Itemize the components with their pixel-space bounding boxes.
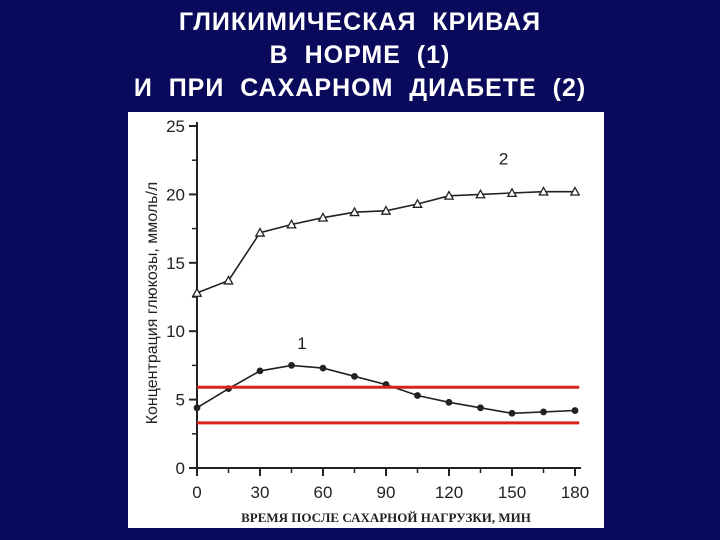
- y-tick-label: 0: [176, 459, 185, 478]
- x-axis-label: ВРЕМЯ ПОСЛЕ САХАРНОЙ НАГРУЗКИ, МИН: [241, 510, 531, 525]
- title-line-1: ГЛИКИМИЧЕСКАЯ КРИВАЯ: [178, 8, 542, 36]
- series-1-point: [288, 362, 295, 369]
- y-tick-label: 20: [166, 185, 185, 204]
- series-2-point: [443, 190, 455, 200]
- x-tick-label: 30: [251, 483, 270, 502]
- x-tick-label: 120: [435, 483, 463, 502]
- series-2-point: [538, 186, 549, 196]
- series-label-2: 2: [499, 149, 508, 168]
- series-2-point: [475, 188, 486, 199]
- series-1-point: [540, 408, 547, 416]
- y-axis-label: Концентрация глюкозы, ммоль/л: [144, 182, 161, 425]
- y-tick-label: 10: [166, 322, 185, 341]
- glycemic-curve-chart: 0 5 10 15 20 25 0 30 60 90 120 150 180 ВРЕМЯ ПОСЛЕ СА…: [144, 117, 589, 525]
- x-tick-label: 0: [192, 483, 201, 502]
- series-1-point: [445, 398, 453, 406]
- series-1-point: [414, 392, 421, 399]
- slide-title: ГЛИКИМИЧЕСКАЯ КРИВАЯ В НОРМЕ (1) И ПРИ С…: [0, 6, 720, 105]
- x-tick-label: 60: [314, 483, 333, 502]
- series-1-line: [196, 364, 576, 415]
- x-tick-label: 150: [498, 483, 526, 502]
- title-line-2: В НОРМЕ (1): [269, 41, 451, 69]
- series-1-point: [319, 364, 327, 372]
- series-2-point: [317, 212, 329, 222]
- series-2-point: [286, 218, 297, 229]
- y-tick-label: 5: [176, 391, 185, 410]
- y-tick-label: 15: [166, 254, 185, 273]
- series-1-point: [256, 367, 264, 375]
- series-2-point: [254, 227, 266, 237]
- series-2-point: [380, 205, 392, 215]
- series-2-point: [569, 186, 581, 196]
- series-2-point: [412, 198, 423, 208]
- x-tick-label: 90: [377, 483, 396, 502]
- series-2-point: [223, 275, 234, 285]
- title-line-3: И ПРИ САХАРНОМ ДИАБЕТЕ (2): [133, 74, 587, 102]
- series-2-point: [349, 206, 360, 217]
- series-2-point: [506, 187, 518, 198]
- chart-panel: 0 5 10 15 20 25 0 30 60 90 120 150 180 ВРЕМЯ ПОСЛЕ СА…: [128, 112, 604, 528]
- x-tick-label: 180: [561, 483, 589, 502]
- series-1-point: [571, 407, 579, 414]
- y-tick-label: 25: [166, 117, 185, 136]
- series-1-point: [193, 404, 201, 412]
- series-2-point: [191, 287, 203, 297]
- series-1-point: [477, 404, 484, 412]
- series-1-point: [351, 372, 358, 380]
- series-1-point: [508, 409, 516, 417]
- series-label-1: 1: [297, 334, 306, 353]
